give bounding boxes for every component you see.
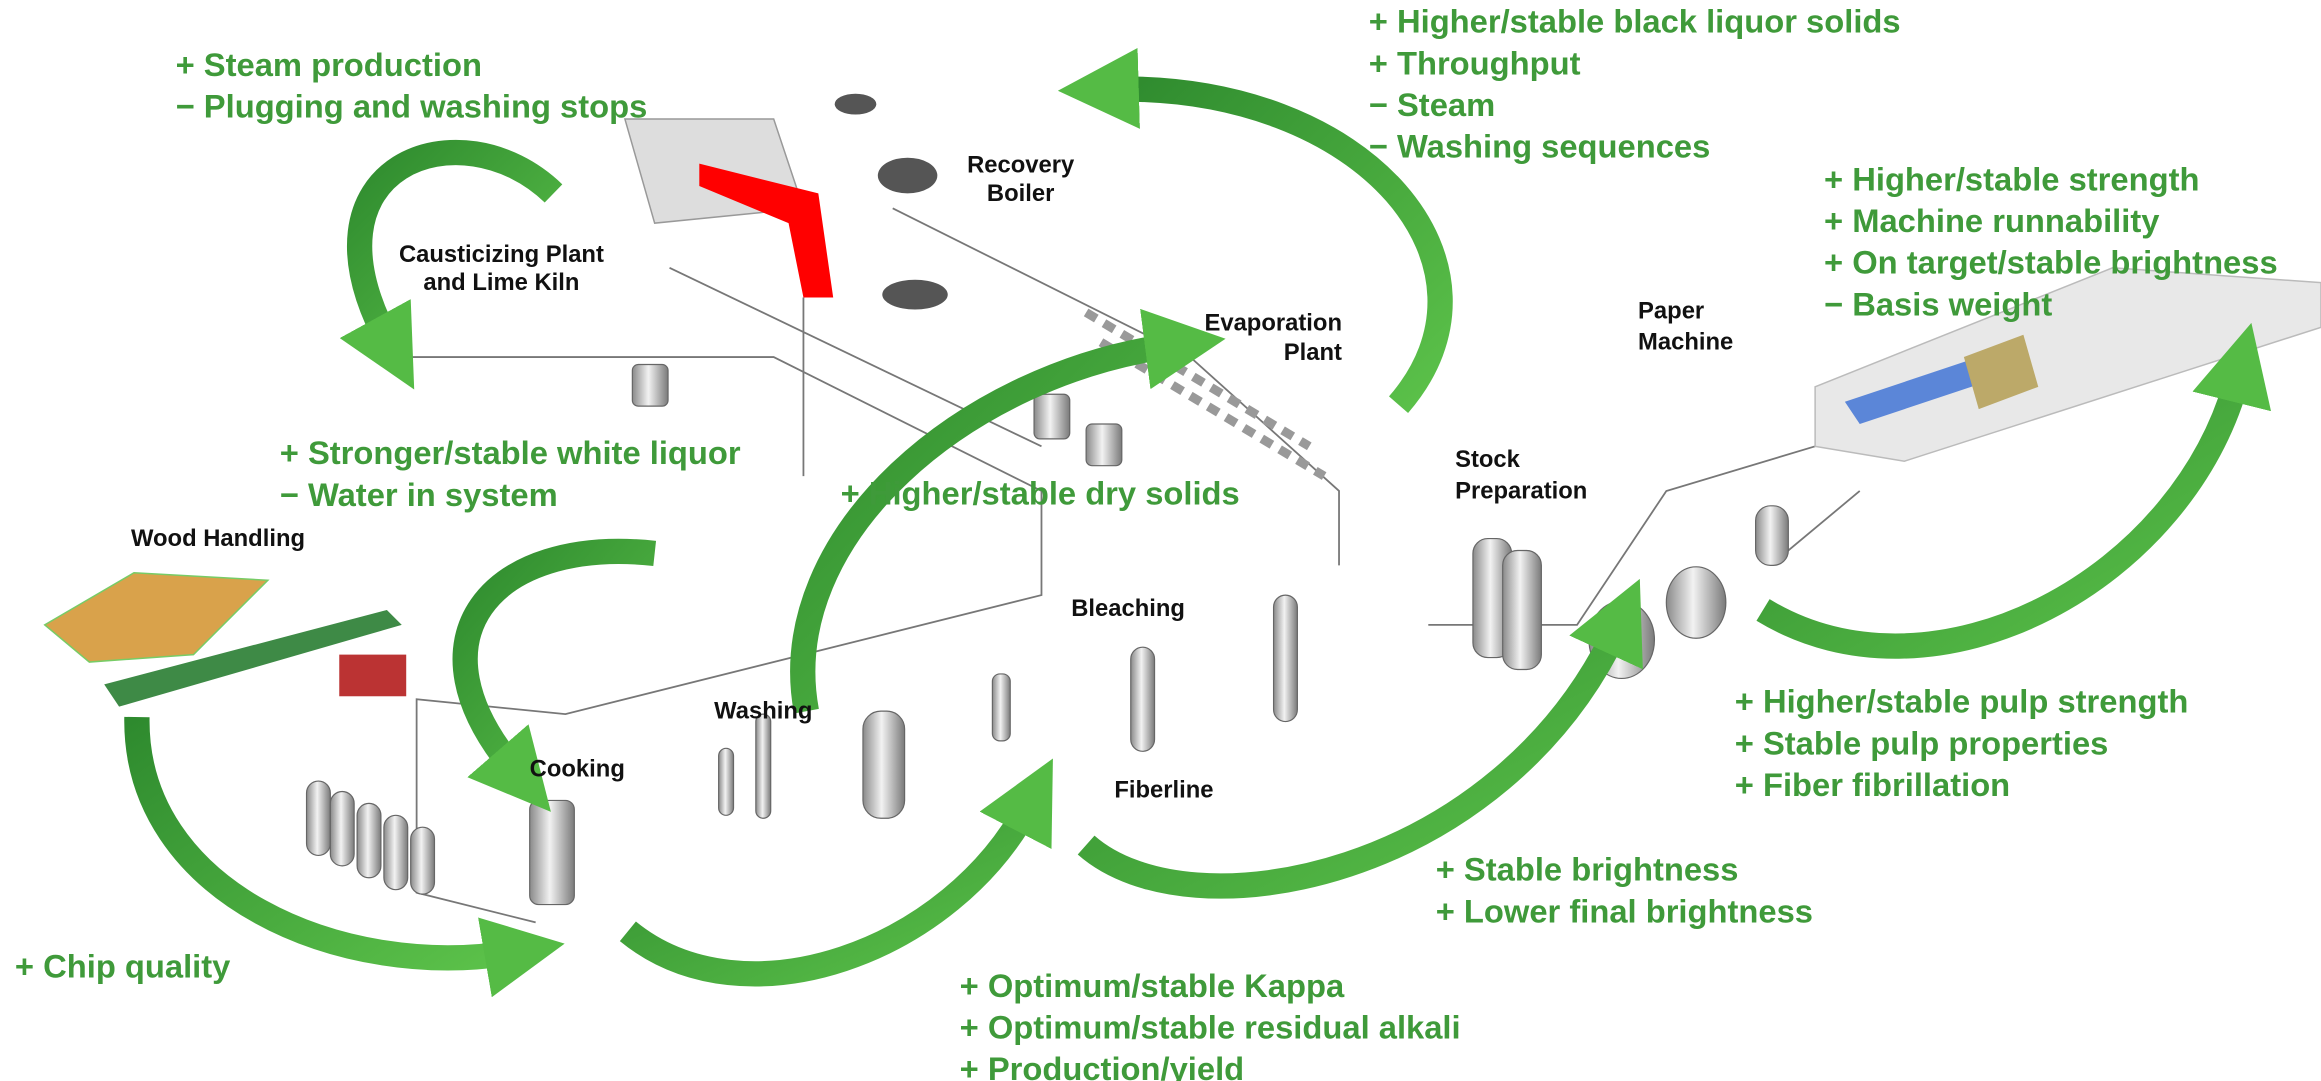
benefit-text: + Production/yield [960,1050,1245,1081]
benefit-text: − Plugging and washing stops [176,88,648,125]
benefit-text: + Chip quality [15,947,231,984]
benefit-text: + Stronger/stable white liquor [280,434,741,471]
benefit-text: + Higher/stable dry solids [841,474,1240,511]
benefit-text: + Optimum/stable Kappa [960,967,1345,1004]
area-label: Recovery [967,152,1075,179]
benefit-text: + Fiber fibrillation [1735,766,2010,803]
benefit-text: − Steam [1369,86,1495,123]
benefit-text: + Stable brightness [1436,851,1739,888]
benefit-text: + Higher/stable black liquor solids [1369,3,1901,40]
benefit-text: − Water in system [280,476,558,513]
benefit-text: + Machine runnability [1824,202,2160,239]
area-label: Bleaching [1071,595,1185,622]
area-label: Washing [714,698,812,725]
area-label: and Lime Kiln [423,269,579,296]
area-label: Evaporation [1204,309,1342,336]
area-label: Preparation [1455,477,1587,504]
area-label: Stock [1455,446,1521,473]
process-diagram: RecoveryBoiler Causticizing Plantand Lime… [0,0,2321,1081]
benefit-text: + Higher/stable pulp strength [1735,683,2189,720]
benefit-text: + Stable pulp properties [1735,724,2109,761]
benefit-text: + Lower final brightness [1436,892,1813,929]
area-label: Causticizing Plant [399,241,604,268]
area-label: Fiberline [1114,776,1213,803]
area-label: Paper [1638,297,1704,324]
area-label: Machine [1638,329,1733,356]
benefit-text: − Washing sequences [1369,128,1711,165]
benefit-text: + Steam production [176,46,482,83]
area-label: Boiler [987,180,1054,207]
area-label: Cooking [530,756,625,783]
benefit-text: + Throughput [1369,44,1581,81]
area-label: Wood Handling [131,525,305,552]
area-label: Plant [1284,339,1342,366]
benefit-text: − Basis weight [1824,285,2052,322]
benefit-text: + On target/stable brightness [1824,244,2278,281]
benefit-text: + Higher/stable strength [1824,160,2199,197]
benefit-text: + Optimum/stable residual alkali [960,1008,1461,1045]
